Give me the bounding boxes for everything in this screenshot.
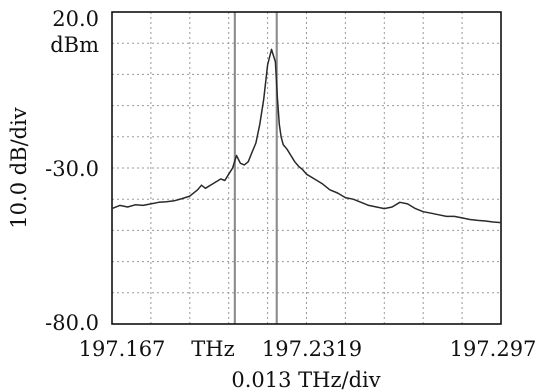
y-bottom-label: -80.0: [45, 311, 99, 335]
series-group: [111, 48, 502, 224]
x-unit-label: THz: [191, 337, 234, 361]
y-axis-label: 10.0 dB/div: [7, 107, 31, 229]
y-mid-label: -30.0: [45, 157, 99, 181]
y-top-label: 20.0: [52, 7, 99, 31]
x-left-label: 197.167: [79, 337, 166, 361]
y-unit-label: dBm: [50, 33, 99, 57]
plot-frame: [111, 11, 502, 325]
x-right-label: 197.297: [450, 337, 537, 361]
x-axis-label: 0.013 THz/div: [231, 368, 380, 392]
marker-lines: [233, 12, 278, 324]
x-center-label: 197.2319: [262, 337, 362, 361]
grid: [112, 12, 501, 324]
spectrum-trace: [111, 48, 502, 224]
